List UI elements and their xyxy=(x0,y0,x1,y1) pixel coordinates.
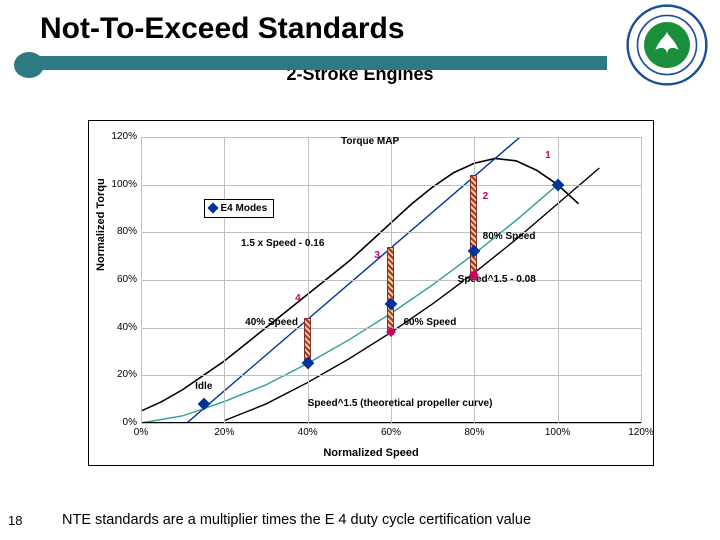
grid-h xyxy=(141,423,641,424)
speed-label: 40% Speed xyxy=(245,317,298,328)
x-tick-label: 0% xyxy=(134,427,148,438)
slide-title: Not-To-Exceed Standards xyxy=(40,12,720,46)
curve-label: Torque MAP xyxy=(341,136,399,147)
y-tick-label: 0% xyxy=(101,417,137,428)
x-tick-label: 60% xyxy=(381,427,401,438)
y-tick-label: 120% xyxy=(101,131,137,142)
curve-label: Speed^1.5 (theoretical propeller curve) xyxy=(308,398,493,409)
x-tick-label: 120% xyxy=(628,427,654,438)
legend-marker-icon xyxy=(207,202,218,213)
x-axis-label: Normalized Speed xyxy=(89,447,653,459)
x-tick-label: 80% xyxy=(464,427,484,438)
y-axis-label: Normalized Torqu xyxy=(95,178,107,271)
epa-logo-icon xyxy=(626,4,708,86)
page-number: 18 xyxy=(8,513,22,528)
footer-note: NTE standards are a multiplier times the… xyxy=(62,512,531,528)
nte-zone-bar xyxy=(387,247,394,335)
curve xyxy=(224,168,599,421)
chart-container: Normalized Torqu 0%20%40%60%80%100%120%0… xyxy=(88,120,654,466)
grid-v xyxy=(224,137,225,423)
slide-container: Not-To-Exceed Standards 2-Stroke Engines… xyxy=(0,0,720,540)
legend-label: E4 Modes xyxy=(221,203,268,214)
grid-v xyxy=(141,137,142,423)
y-tick-label: 20% xyxy=(101,369,137,380)
mode-label: 2 xyxy=(483,191,489,202)
x-tick-label: 20% xyxy=(214,427,234,438)
mode-label: 4 xyxy=(295,293,301,304)
mode-label: 1 xyxy=(545,150,551,161)
y-tick-label: 100% xyxy=(101,179,137,190)
plot-area: 0%20%40%60%80%100%120%0%20%40%60%80%100%… xyxy=(141,137,641,423)
grid-v xyxy=(308,137,309,423)
legend: E4 Modes xyxy=(204,199,275,218)
x-tick-label: 100% xyxy=(545,427,571,438)
nte-zone-bar xyxy=(470,175,477,280)
header-accent-bar xyxy=(22,56,607,70)
speed-label: 60% Speed xyxy=(404,317,457,328)
x-tick-label: 40% xyxy=(298,427,318,438)
slide-header: Not-To-Exceed Standards xyxy=(0,0,720,46)
y-tick-label: 80% xyxy=(101,226,137,237)
mode-label: Idle xyxy=(195,381,212,392)
mode-label: 3 xyxy=(374,250,380,261)
y-tick-label: 60% xyxy=(101,274,137,285)
curve-label: 1.5 x Speed - 0.16 xyxy=(241,238,324,249)
speed-label: 80% Speed xyxy=(483,231,536,242)
grid-v xyxy=(641,137,642,423)
y-tick-label: 40% xyxy=(101,322,137,333)
